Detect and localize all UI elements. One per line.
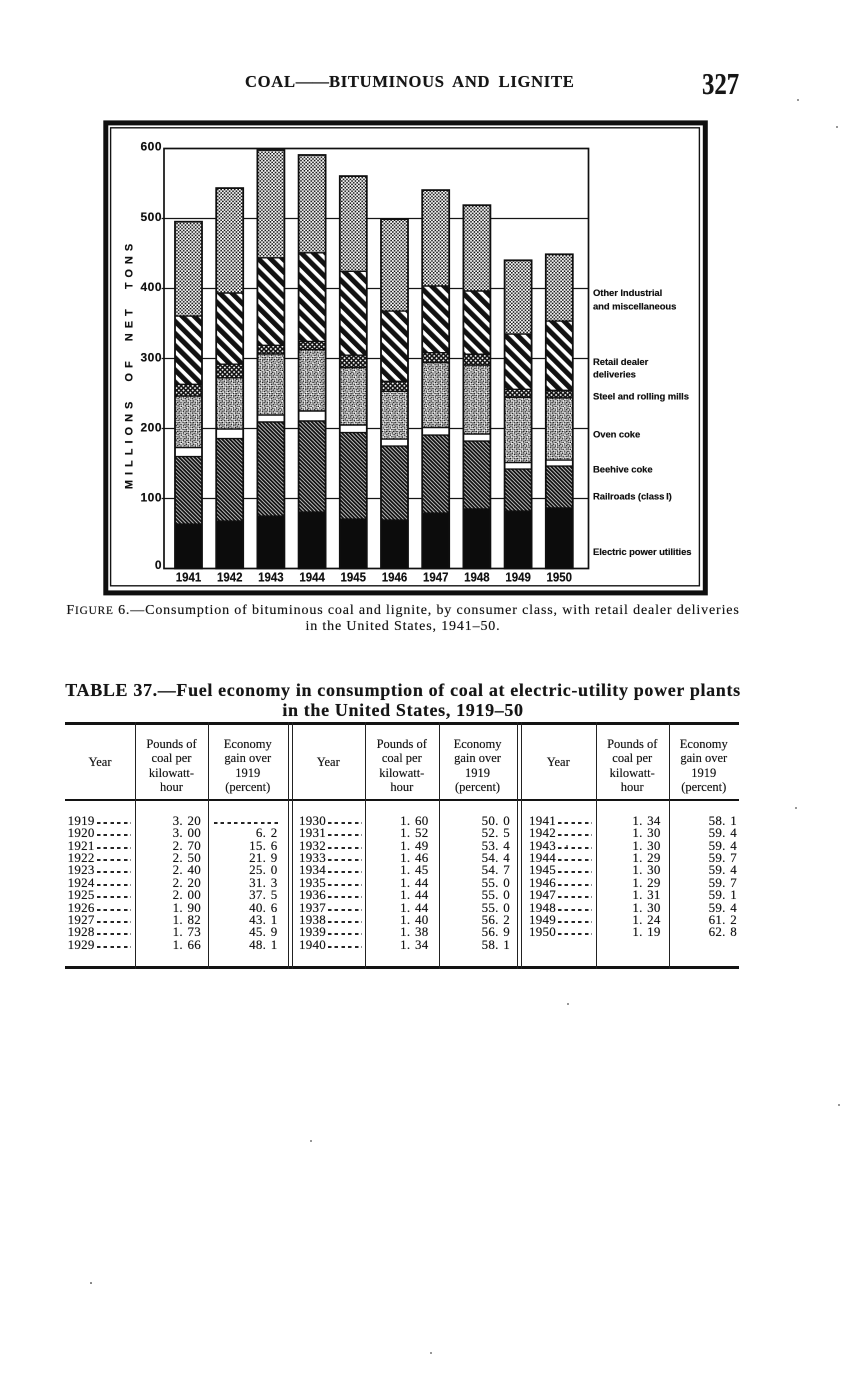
svg-text:1946: 1946 xyxy=(382,569,408,584)
svg-text:500: 500 xyxy=(140,210,162,224)
svg-text:1950: 1950 xyxy=(547,569,573,584)
svg-text:Railroads (class I): Railroads (class I) xyxy=(593,492,672,503)
svg-text:Steel and rolling mills: Steel and rolling mills xyxy=(593,392,689,403)
svg-text:Electric power utilities: Electric power utilities xyxy=(593,547,691,558)
svg-text:Beehive coke: Beehive coke xyxy=(593,465,653,476)
svg-text:deliveries: deliveries xyxy=(593,370,636,381)
svg-text:1942: 1942 xyxy=(217,569,243,584)
svg-text:300: 300 xyxy=(140,350,162,364)
svg-text:Retail dealer: Retail dealer xyxy=(593,357,649,368)
svg-text:1941: 1941 xyxy=(176,569,202,584)
svg-text:600: 600 xyxy=(140,140,162,154)
svg-text:Other Industrial: Other Industrial xyxy=(593,288,662,299)
svg-text:0: 0 xyxy=(155,558,162,572)
svg-text:1949: 1949 xyxy=(505,569,530,584)
svg-text:400: 400 xyxy=(140,280,162,294)
svg-text:100: 100 xyxy=(140,491,162,505)
svg-text:1944: 1944 xyxy=(299,569,325,584)
svg-text:1943: 1943 xyxy=(258,569,284,584)
svg-text:and miscellaneous: and miscellaneous xyxy=(593,302,676,313)
svg-text:MILLIONS OF NET TONS: MILLIONS OF NET TONS xyxy=(124,239,136,489)
svg-text:1945: 1945 xyxy=(341,569,367,584)
svg-text:1948: 1948 xyxy=(464,569,490,584)
svg-text:200: 200 xyxy=(140,421,162,435)
svg-text:1947: 1947 xyxy=(423,569,449,584)
svg-text:Oven coke: Oven coke xyxy=(593,430,640,441)
